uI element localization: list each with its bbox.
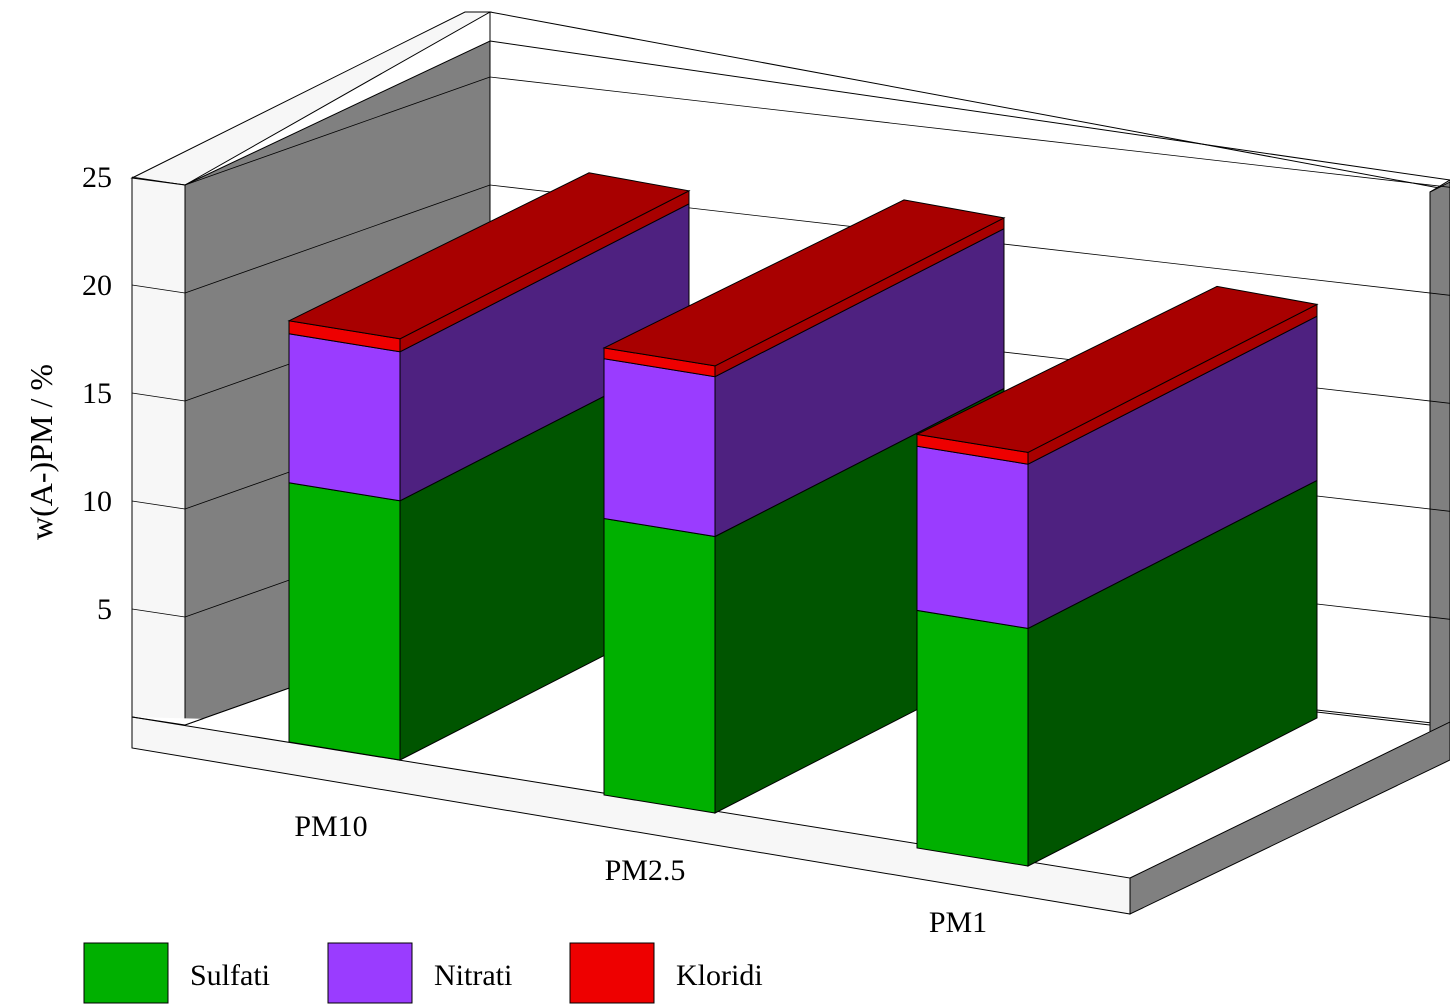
legend-swatch-sulfati (83, 942, 169, 1004)
gridline-left (184, 76, 491, 186)
x-axis-categories: PM10 PM2.5 PM1 (294, 810, 987, 939)
bar-front-sulfati-pm1 (916, 609, 1029, 867)
legend-swatch-kloridi (569, 942, 655, 1004)
gridline-front-stub (131, 392, 186, 402)
gridline-front-stub (131, 500, 186, 510)
gridline-front-stub (131, 284, 186, 294)
legend-label-nitrati: Nitrati (434, 959, 512, 992)
y-axis-title: w(A-)PM / % (23, 364, 59, 540)
legend-label-sulfati: Sulfati (190, 959, 270, 992)
y-tick-label: 15 (82, 377, 112, 410)
back-wall-top-line (489, 40, 1450, 181)
floor-right-edge (1129, 721, 1450, 915)
bars (287, 172, 1319, 867)
bar-top-pm1 (915, 285, 1319, 453)
gridline-front-stub (131, 608, 186, 618)
x-category-label: PM10 (294, 810, 367, 843)
x-category-label: PM2.5 (605, 854, 686, 887)
bar-front-nitrati-pm25 (603, 358, 716, 538)
y-tick-label: 25 (82, 161, 112, 194)
gridline-front-stub (131, 176, 186, 186)
left-wall-front-edge (131, 177, 186, 726)
bar-front-sulfati-pm10 (288, 482, 401, 761)
bar-top-pm25 (602, 199, 1006, 367)
legend-label-kloridi: Kloridi (676, 959, 763, 992)
legend-swatch-nitrati (327, 942, 413, 1004)
gridline-left (184, 184, 491, 294)
bar-front-nitrati-pm10 (288, 333, 401, 502)
y-tick-label: 10 (82, 485, 112, 518)
y-tick-label: 5 (97, 593, 112, 626)
legend: Sulfati Nitrati Kloridi (83, 942, 763, 1004)
right-wall (1429, 181, 1450, 741)
bar-top-pm10 (287, 172, 691, 340)
x-category-label: PM1 (929, 906, 987, 939)
gridline-back (489, 76, 1450, 188)
y-tick-label: 20 (82, 269, 112, 302)
bar-front-sulfati-pm25 (603, 517, 716, 814)
bar-front-nitrati-pm1 (916, 445, 1029, 629)
y-axis-ticks: 5 10 15 20 25 (82, 161, 112, 626)
